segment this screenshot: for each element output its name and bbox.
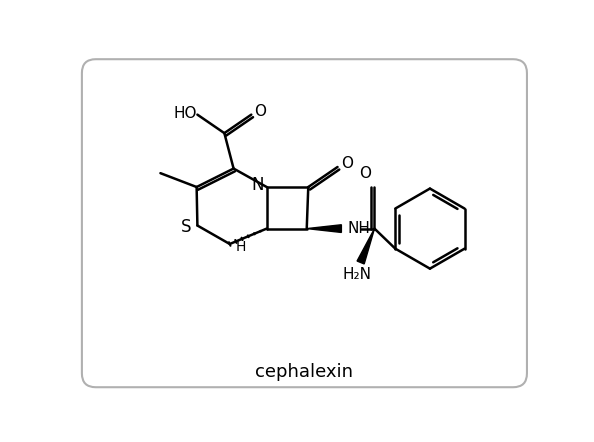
Text: O: O	[341, 156, 353, 171]
Polygon shape	[357, 229, 374, 264]
Text: HO: HO	[173, 106, 197, 121]
Text: H: H	[236, 240, 247, 254]
Text: cephalexin: cephalexin	[255, 363, 353, 381]
Text: NH: NH	[347, 221, 371, 236]
Text: O: O	[359, 166, 371, 181]
Text: O: O	[254, 104, 266, 119]
Polygon shape	[307, 225, 342, 232]
Text: H₂N: H₂N	[342, 267, 371, 282]
FancyBboxPatch shape	[82, 59, 527, 387]
Text: S: S	[181, 218, 192, 236]
Text: N: N	[251, 176, 264, 194]
